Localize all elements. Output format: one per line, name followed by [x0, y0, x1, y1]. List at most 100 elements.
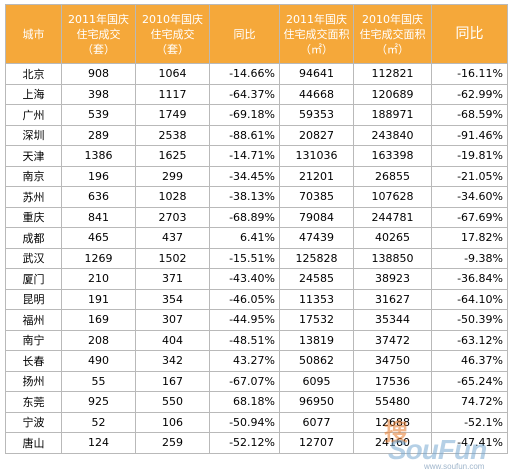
area-2010-cell: 112821 — [353, 63, 432, 85]
city-cell: 深圳 — [5, 124, 62, 146]
table-row: 南宁 208 404 -48.51% 13819 37472 -63.12% — [5, 329, 508, 351]
units-yoy-cell: -14.71% — [209, 145, 280, 167]
area-2011-cell: 94641 — [279, 63, 354, 85]
header-line: 2010年国庆 — [142, 12, 203, 26]
area-yoy-cell: -67.69% — [431, 206, 508, 228]
units-yoy-cell: -38.13% — [209, 186, 280, 208]
area-yoy-cell: -63.12% — [431, 329, 508, 351]
table-body: 北京 908 1064 -14.66% 94641 112821 -16.11% 上海 398 1… — [5, 63, 508, 454]
area-yoy-cell: -9.38% — [431, 247, 508, 269]
units-2011-cell: 210 — [61, 268, 136, 290]
header-line: 住宅成交面积 — [283, 27, 350, 41]
units-2010-cell: 1064 — [135, 63, 210, 85]
units-yoy-cell: -88.61% — [209, 124, 280, 146]
city-cell: 昆明 — [5, 288, 62, 310]
area-2011-cell: 125828 — [279, 247, 354, 269]
city-cell: 重庆 — [5, 206, 62, 228]
header-area-yoy: 同比 — [431, 4, 508, 64]
city-cell: 宁波 — [5, 411, 62, 433]
area-2011-cell: 96950 — [279, 391, 354, 413]
units-yoy-cell: -14.66% — [209, 63, 280, 85]
units-2010-cell: 550 — [135, 391, 210, 413]
units-2010-cell: 1749 — [135, 104, 210, 126]
header-line: 2011年国庆 — [68, 12, 129, 26]
table-row: 苏州 636 1028 -38.13% 70385 107628 -34.60% — [5, 186, 508, 208]
units-2010-cell: 437 — [135, 227, 210, 249]
area-2011-cell: 47439 — [279, 227, 354, 249]
units-2010-cell: 259 — [135, 432, 210, 454]
area-2011-cell: 6095 — [279, 370, 354, 392]
area-2010-cell: 17536 — [353, 370, 432, 392]
area-yoy-cell: -21.05% — [431, 165, 508, 187]
units-2011-cell: 208 — [61, 329, 136, 351]
area-2010-cell: 34750 — [353, 350, 432, 372]
city-cell: 武汉 — [5, 247, 62, 269]
header-2011-area: 2011年国庆 住宅成交面积 （㎡） — [279, 4, 354, 64]
header-units-yoy: 同比 — [209, 4, 280, 64]
area-yoy-cell: -36.84% — [431, 268, 508, 290]
area-2010-cell: 243840 — [353, 124, 432, 146]
table-row: 厦门 210 371 -43.40% 24585 38923 -36.84% — [5, 268, 508, 290]
units-2011-cell: 191 — [61, 288, 136, 310]
units-yoy-cell: -44.95% — [209, 309, 280, 331]
units-2010-cell: 1502 — [135, 247, 210, 269]
area-2011-cell: 13819 — [279, 329, 354, 351]
units-yoy-cell: -43.40% — [209, 268, 280, 290]
area-2011-cell: 24585 — [279, 268, 354, 290]
header-line: 2010年国庆 — [362, 12, 423, 26]
header-line: 住宅成交 — [76, 27, 121, 41]
city-cell: 福州 — [5, 309, 62, 331]
area-yoy-cell: 46.37% — [431, 350, 508, 372]
table-row: 福州 169 307 -44.95% 17532 35344 -50.39% — [5, 309, 508, 331]
table-row: 东莞 925 550 68.18% 96950 55480 74.72% — [5, 391, 508, 413]
area-2011-cell: 21201 — [279, 165, 354, 187]
table-row: 北京 908 1064 -14.66% 94641 112821 -16.11% — [5, 63, 508, 85]
header-city: 城市 — [5, 4, 62, 64]
units-yoy-cell: -50.94% — [209, 411, 280, 433]
header-line: 住宅成交面积 — [359, 27, 426, 41]
area-2011-cell: 79084 — [279, 206, 354, 228]
units-2010-cell: 1625 — [135, 145, 210, 167]
units-2011-cell: 841 — [61, 206, 136, 228]
header-line: 同比 — [455, 25, 484, 42]
units-yoy-cell: 43.27% — [209, 350, 280, 372]
table-row: 唐山 124 259 -52.12% 12707 24160 -47.41% — [5, 432, 508, 454]
area-yoy-cell: -50.39% — [431, 309, 508, 331]
units-2011-cell: 169 — [61, 309, 136, 331]
units-2010-cell: 106 — [135, 411, 210, 433]
city-cell: 成都 — [5, 227, 62, 249]
table-row: 上海 398 1117 -64.37% 44668 120689 -62.99% — [5, 83, 508, 105]
units-2010-cell: 1028 — [135, 186, 210, 208]
city-cell: 上海 — [5, 83, 62, 105]
units-2010-cell: 167 — [135, 370, 210, 392]
table-header: 城市 2011年国庆 住宅成交 （套） 2010年国庆 住宅成交 （套） 同比 2011年国庆住… — [5, 4, 508, 64]
table-row: 南京 196 299 -34.45% 21201 26855 -21.05% — [5, 165, 508, 187]
units-yoy-cell: 68.18% — [209, 391, 280, 413]
area-2011-cell: 6077 — [279, 411, 354, 433]
housing-sales-table-container: 城市 2011年国庆 住宅成交 （套） 2010年国庆 住宅成交 （套） 同比 2011年国庆住… — [5, 4, 508, 454]
city-cell: 扬州 — [5, 370, 62, 392]
units-yoy-cell: -52.12% — [209, 432, 280, 454]
table-row: 武汉 1269 1502 -15.51% 125828 138850 -9.38% — [5, 247, 508, 269]
area-2010-cell: 24160 — [353, 432, 432, 454]
city-cell: 天津 — [5, 145, 62, 167]
header-row: 城市 2011年国庆 住宅成交 （套） 2010年国庆 住宅成交 （套） 同比 2011年国庆住… — [5, 4, 508, 64]
area-2010-cell: 107628 — [353, 186, 432, 208]
header-line: （㎡） — [376, 42, 409, 56]
units-yoy-cell: -69.18% — [209, 104, 280, 126]
units-2011-cell: 196 — [61, 165, 136, 187]
units-2011-cell: 52 — [61, 411, 136, 433]
header-2010-area: 2010年国庆 住宅成交面积 （㎡） — [353, 4, 432, 64]
units-2010-cell: 1117 — [135, 83, 210, 105]
units-yoy-cell: -64.37% — [209, 83, 280, 105]
area-2010-cell: 138850 — [353, 247, 432, 269]
area-2011-cell: 131036 — [279, 145, 354, 167]
units-yoy-cell: -48.51% — [209, 329, 280, 351]
city-cell: 厦门 — [5, 268, 62, 290]
area-2011-cell: 20827 — [279, 124, 354, 146]
header-line: 住宅成交 — [150, 27, 195, 41]
units-2010-cell: 404 — [135, 329, 210, 351]
area-2010-cell: 26855 — [353, 165, 432, 187]
watermark-url: www.soufun.com — [424, 462, 485, 471]
city-cell: 唐山 — [5, 432, 62, 454]
